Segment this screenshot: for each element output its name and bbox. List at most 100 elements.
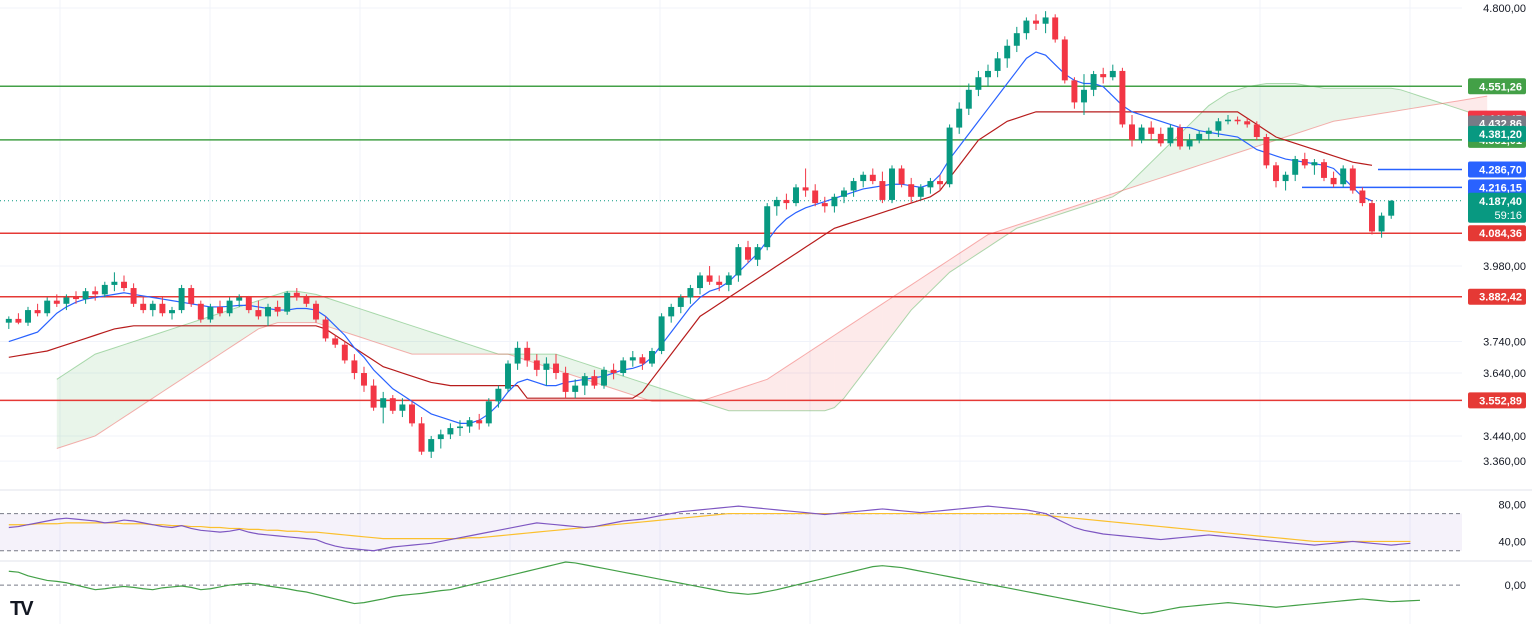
candle-body <box>1311 162 1318 166</box>
candle <box>1129 114 1135 147</box>
candle <box>389 395 396 414</box>
candle <box>361 366 367 392</box>
candle-body <box>658 316 665 351</box>
cloud-segment <box>450 338 460 355</box>
candle-body <box>917 187 924 197</box>
candle <box>908 177 915 204</box>
price-tick-label: 3.360,00 <box>1483 456 1526 468</box>
candle <box>82 288 89 304</box>
candle-body <box>1215 121 1222 131</box>
cloud-segment <box>469 344 480 355</box>
cloud-segment <box>834 328 844 408</box>
candle-body <box>1186 140 1193 147</box>
candle <box>850 177 857 197</box>
candle-body <box>1205 130 1212 134</box>
candle <box>245 295 252 314</box>
candle <box>140 297 147 314</box>
cloud-segment <box>661 388 672 402</box>
candle <box>1004 39 1011 68</box>
cloud-segment <box>85 354 96 440</box>
cloud-segment <box>1026 218 1036 226</box>
cloud-segment <box>796 354 806 411</box>
candle <box>879 171 886 204</box>
candle <box>265 303 271 326</box>
cloud-segment <box>1093 196 1104 204</box>
candle <box>620 357 627 377</box>
cloud-segment <box>1055 209 1065 216</box>
candle <box>1292 155 1299 182</box>
candle-body <box>73 297 79 300</box>
candle-body <box>1378 215 1385 232</box>
tradingview-logo[interactable]: TV <box>10 598 34 620</box>
candle-body <box>821 203 828 207</box>
indicator-badge-text: 4.216,15 <box>1479 182 1522 194</box>
candle-body <box>1119 70 1126 125</box>
candle-body <box>1292 159 1299 175</box>
rsi-panel <box>0 505 1462 552</box>
candle <box>1349 165 1356 194</box>
candle-body <box>1033 20 1039 24</box>
cloud-segment <box>1151 152 1161 182</box>
cloud-segment <box>1458 99 1468 112</box>
candle-body <box>668 306 675 317</box>
cloud-segment <box>1036 215 1046 222</box>
candle <box>1205 127 1212 141</box>
candle-body <box>1359 190 1366 204</box>
price-tick-label: 3.440,00 <box>1483 431 1526 443</box>
candle <box>341 341 348 364</box>
candle-body <box>255 310 262 317</box>
candle-body <box>629 357 636 361</box>
candle <box>649 347 655 367</box>
candle <box>1359 187 1366 207</box>
cloud-segment <box>920 272 931 301</box>
indicator-badge: 4.381,20 <box>1468 125 1526 142</box>
candle <box>716 275 723 292</box>
rsi-ma-line <box>8 512 1411 543</box>
candle-body <box>745 247 751 260</box>
cloud-segment <box>133 338 144 411</box>
candle-body <box>1282 174 1289 182</box>
candle-body <box>236 297 243 301</box>
candle-body <box>5 318 12 323</box>
candle <box>562 366 569 399</box>
candle <box>370 379 377 411</box>
cloud-segment <box>1112 190 1123 197</box>
candle <box>92 286 99 301</box>
cloud-segment <box>988 231 998 248</box>
candle <box>255 300 262 320</box>
cloud-segment <box>824 335 835 411</box>
candle <box>466 417 473 433</box>
candle-body <box>63 297 70 304</box>
candle <box>860 171 867 188</box>
indicator-badge-text: 4.381,20 <box>1479 129 1522 141</box>
candle-body <box>543 363 550 370</box>
candle-body <box>841 190 847 197</box>
candle <box>322 316 329 342</box>
cloud-segment <box>642 382 652 402</box>
candle <box>821 196 828 213</box>
candle <box>1369 199 1375 235</box>
candle-body <box>725 275 732 285</box>
candle-body <box>25 310 31 323</box>
candle-body <box>370 385 377 408</box>
cloud-segment <box>268 294 278 326</box>
candle <box>207 303 214 323</box>
candle-body <box>495 388 502 402</box>
candle <box>226 297 233 317</box>
cloud-segment <box>488 350 499 355</box>
candle-body <box>879 181 886 200</box>
cloud-segment <box>1208 99 1219 163</box>
candle <box>706 266 713 285</box>
candle-body <box>197 303 204 320</box>
candle-body <box>284 292 291 312</box>
candle-body <box>111 281 118 285</box>
candle <box>889 165 895 204</box>
candle <box>1042 11 1049 34</box>
cloud-segment <box>479 347 489 355</box>
candle <box>687 284 694 304</box>
price-tick-label: 3.980,00 <box>1483 261 1526 273</box>
cloud-segment <box>738 385 748 411</box>
cloud-segment <box>623 376 633 396</box>
